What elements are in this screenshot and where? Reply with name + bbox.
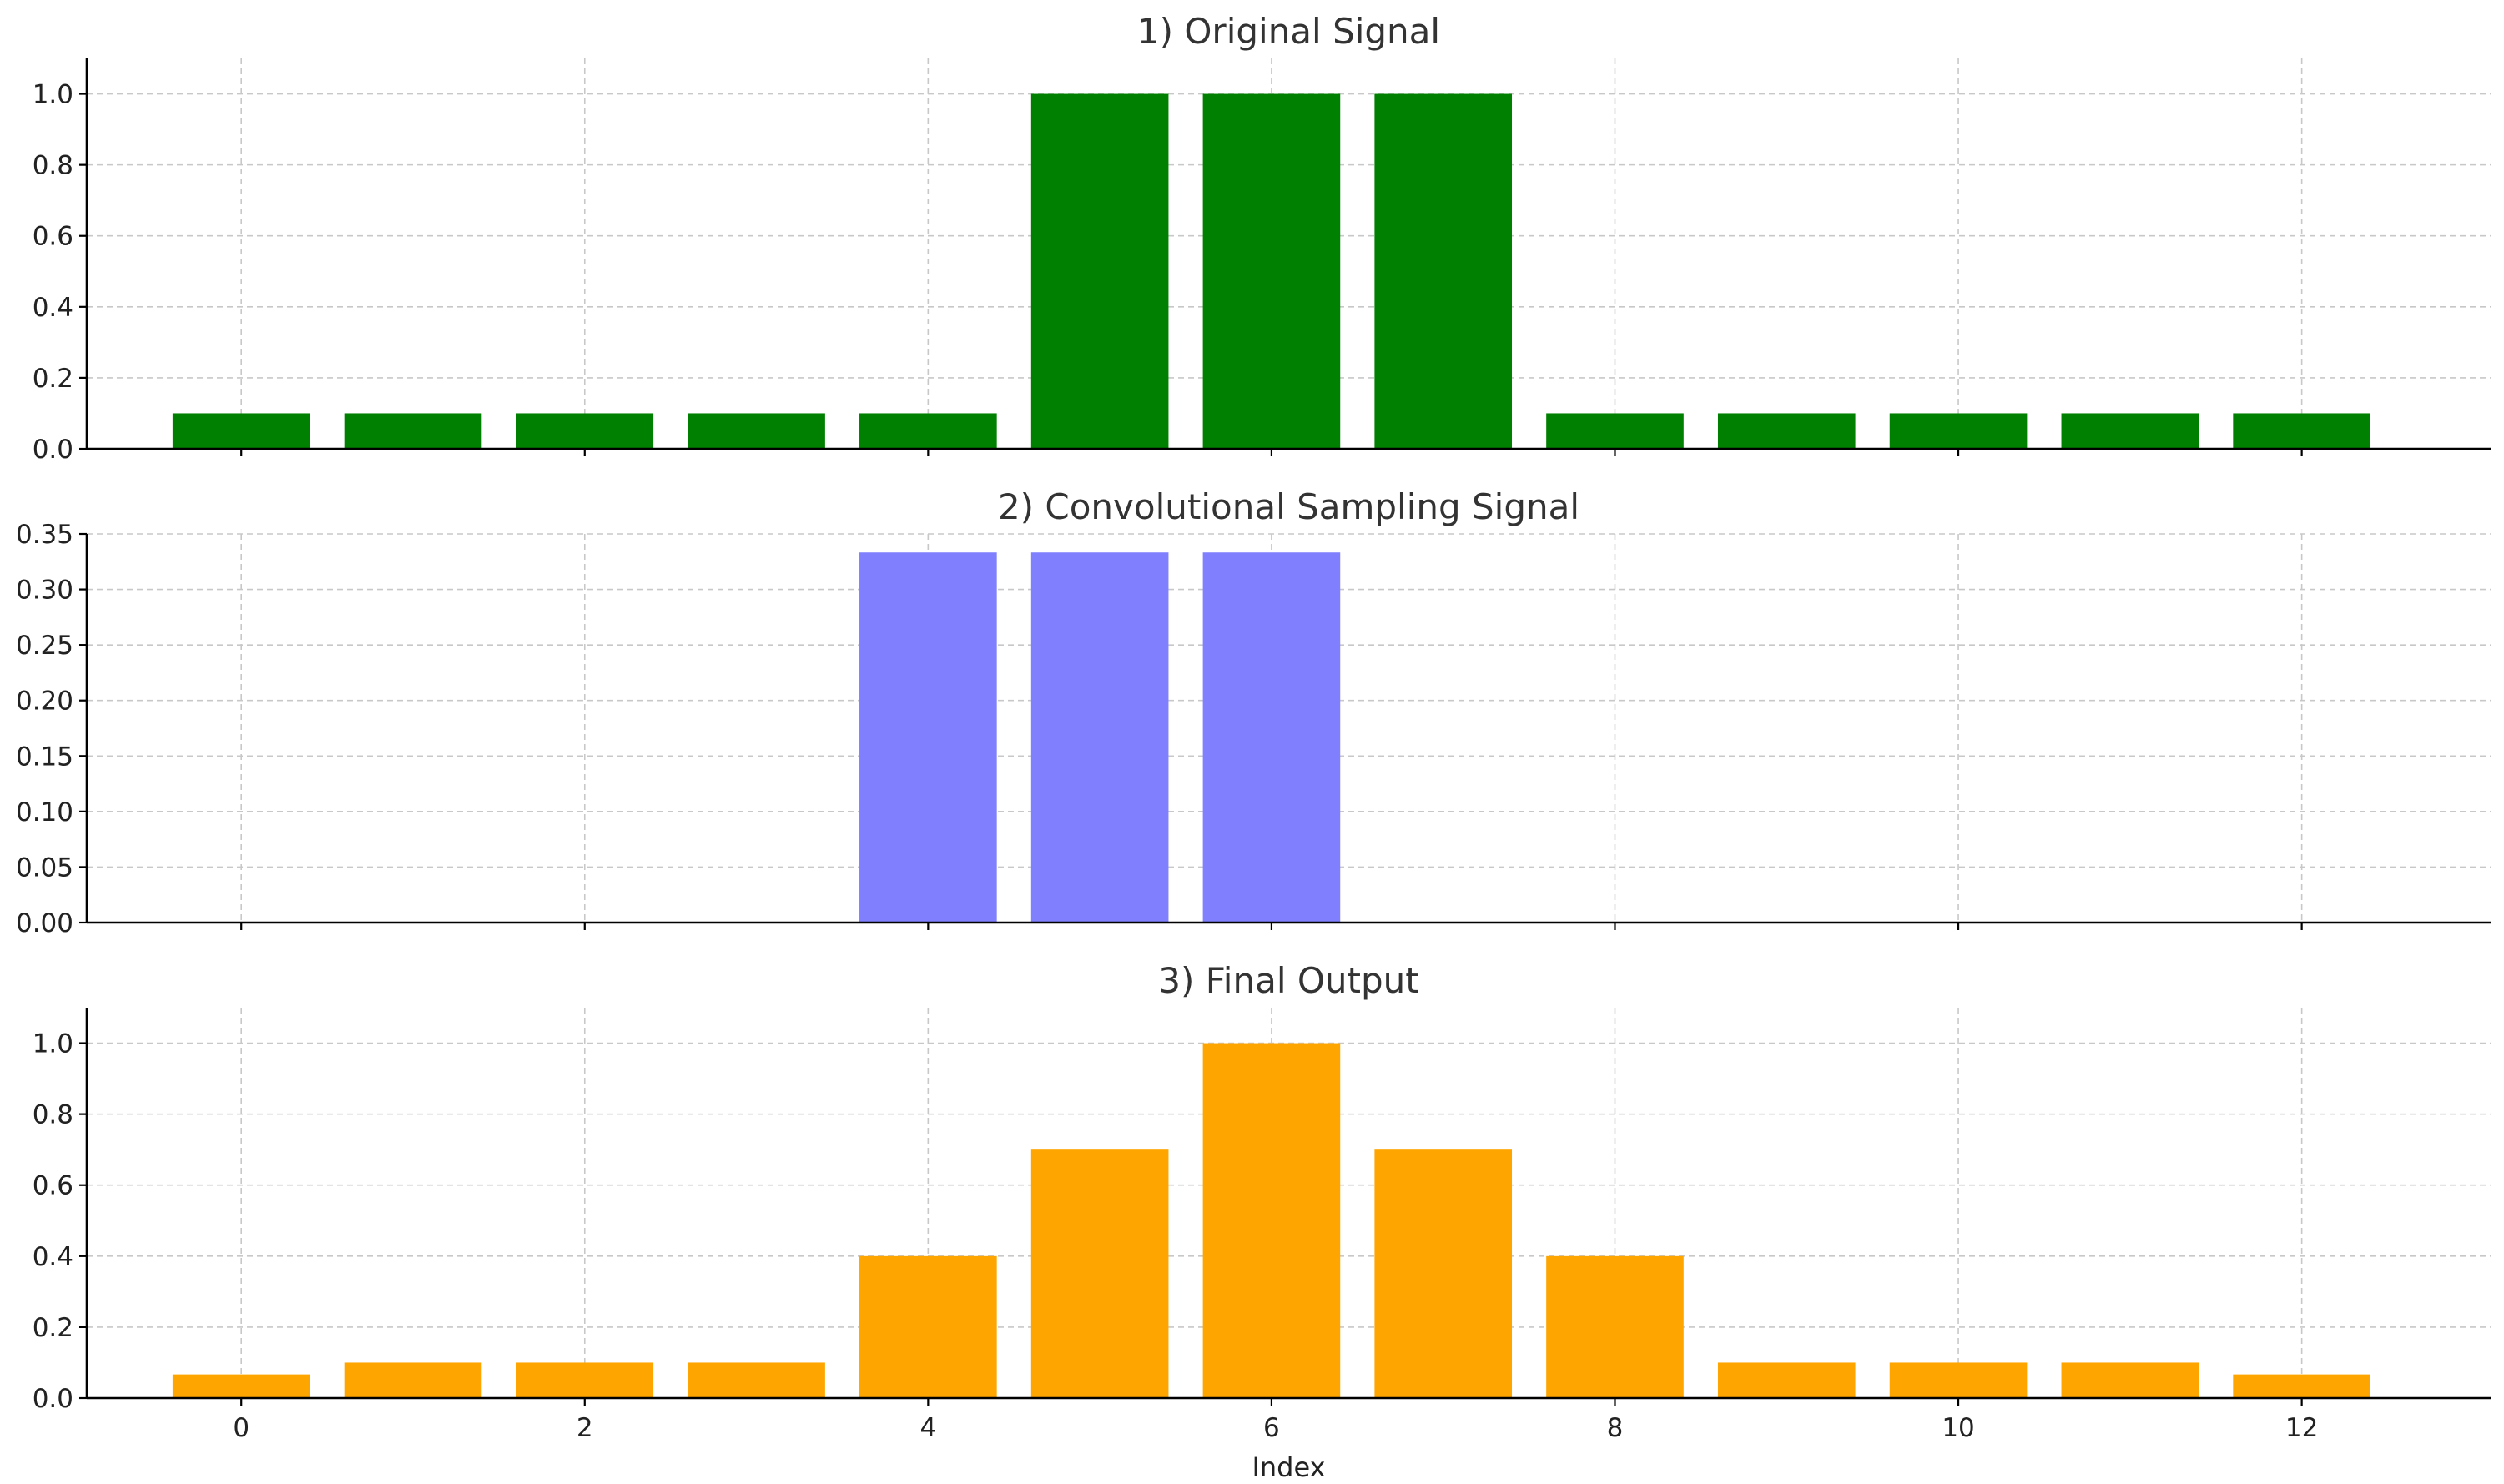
panel-final-output: 3) Final Output 0 2 4 6 8 10 12 0.0 0.2 0.4 0.6 0.8… [33, 960, 2491, 1483]
y-tick-label: 0.6 [33, 1171, 73, 1201]
bar-original-signal-3 [688, 413, 825, 449]
bar-final-output-5 [1030, 1149, 1169, 1398]
bar-final-output-4 [859, 1255, 997, 1398]
title-convolutional-sampling-signal: 2) Convolutional Sampling Signal [998, 486, 1579, 527]
bar-final-output-6 [1202, 1043, 1341, 1398]
bar-original-signal-2 [516, 413, 654, 449]
bar-original-signal-12 [2233, 413, 2370, 449]
x-axis-label: Index [1252, 1451, 1325, 1483]
y-tick-label: 0.2 [33, 364, 73, 394]
bars-final-output [172, 1043, 2370, 1398]
x-tick-label: 4 [919, 1413, 936, 1443]
bar-final-output-10 [1889, 1362, 2028, 1398]
y-tick-label: 0.2 [33, 1313, 73, 1343]
bar-final-output-1 [344, 1362, 482, 1398]
title-original-signal: 1) Original Signal [1137, 11, 1440, 52]
panel-original-signal: 1) Original Signal 0.0 0.2 0.4 0.6 0.8 1.0 [33, 11, 2491, 465]
axes-original-signal: 0.0 0.2 0.4 0.6 0.8 1.0 [33, 58, 2491, 465]
bar-convolutional-sampling-signal-4 [859, 552, 997, 923]
bar-original-signal-8 [1546, 413, 1684, 449]
y-tick-label: 0.05 [16, 853, 73, 883]
y-tick-label: 0.0 [33, 1384, 73, 1414]
bar-original-signal-9 [1717, 413, 1856, 449]
axes-convolutional-sampling-signal: 0.00 0.05 0.10 0.15 0.20 0.25 0.30 0.35 [16, 520, 2491, 938]
x-tick-label: 8 [1607, 1413, 1624, 1443]
y-tick-label: 0.6 [33, 222, 73, 252]
bar-final-output-2 [516, 1362, 654, 1398]
axes-final-output: 0 2 4 6 8 10 12 0.0 0.2 0.4 0.6 0.8 1.0 [33, 1008, 2491, 1443]
bar-final-output-8 [1546, 1255, 1684, 1398]
bar-original-signal-0 [172, 413, 310, 449]
y-tick-label: 0.0 [33, 435, 73, 465]
bar-final-output-11 [2061, 1362, 2199, 1398]
y-tick-label: 1.0 [33, 80, 73, 110]
bar-final-output-3 [688, 1362, 825, 1398]
bar-original-signal-1 [344, 413, 482, 449]
y-tick-label: 0.4 [33, 293, 73, 323]
y-tick-label: 0.15 [16, 742, 73, 772]
bar-convolutional-sampling-signal-5 [1030, 552, 1169, 923]
bars-convolutional-sampling-signal [859, 552, 1341, 923]
bar-final-output-7 [1374, 1149, 1513, 1398]
panel-convolutional-sampling-signal: 2) Convolutional Sampling Signal 0.000.0… [16, 486, 2491, 938]
bar-original-signal-5 [1030, 93, 1169, 449]
bar-original-signal-6 [1202, 93, 1341, 449]
x-tick-label: 12 [2285, 1413, 2318, 1443]
y-tick-label: 0.8 [33, 1100, 73, 1130]
x-tick-label: 10 [1942, 1413, 1974, 1443]
y-tick-label: 0.4 [33, 1242, 73, 1272]
x-tick-label: 0 [233, 1413, 249, 1443]
bar-final-output-12 [2233, 1374, 2370, 1398]
y-tick-label: 0.8 [33, 151, 73, 181]
bar-original-signal-4 [859, 413, 997, 449]
y-tick-label: 1.0 [33, 1029, 73, 1059]
bars-original-signal [172, 93, 2370, 449]
x-tick-label: 6 [1263, 1413, 1280, 1443]
bar-final-output-0 [172, 1374, 310, 1398]
y-tick-label: 0.35 [16, 520, 73, 550]
y-tick-label: 0.25 [16, 631, 73, 661]
bar-original-signal-10 [1889, 413, 2028, 449]
bar-original-signal-11 [2061, 413, 2199, 449]
x-tick-label: 2 [577, 1413, 593, 1443]
y-tick-label: 0.10 [16, 797, 73, 828]
y-tick-label: 0.30 [16, 576, 73, 606]
y-tick-label: 0.00 [16, 908, 73, 938]
bar-original-signal-7 [1374, 93, 1513, 449]
bar-final-output-9 [1717, 1362, 1856, 1398]
y-tick-label: 0.20 [16, 687, 73, 717]
title-final-output: 3) Final Output [1158, 960, 1419, 1001]
bar-convolutional-sampling-signal-6 [1202, 552, 1341, 923]
